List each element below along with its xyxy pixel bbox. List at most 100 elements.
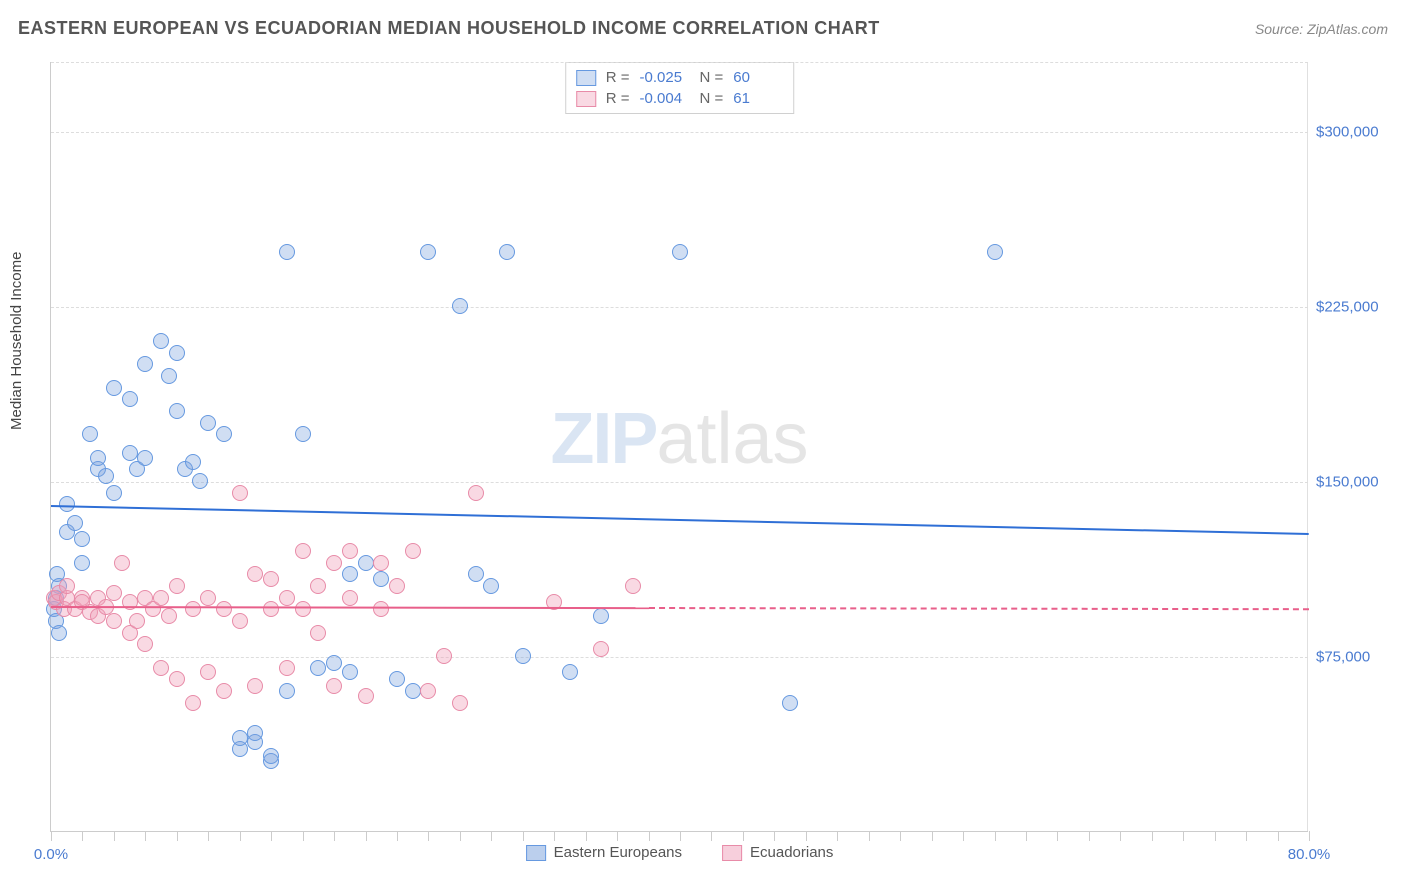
data-point (987, 244, 1003, 260)
legend-series-item: Ecuadorians (722, 844, 833, 861)
data-point (358, 688, 374, 704)
trend-line (51, 606, 649, 609)
x-tick (208, 831, 209, 841)
data-point (200, 590, 216, 606)
legend-r-value: -0.025 (640, 69, 690, 86)
data-point (98, 468, 114, 484)
legend-r-label: R = (606, 90, 630, 107)
x-tick (932, 831, 933, 841)
x-tick (51, 831, 52, 841)
legend-series-label: Eastern Europeans (554, 844, 682, 861)
data-point (782, 695, 798, 711)
x-tick (1152, 831, 1153, 841)
data-point (389, 578, 405, 594)
data-point (161, 368, 177, 384)
x-tick (743, 831, 744, 841)
x-tick-label: 80.0% (1288, 846, 1331, 863)
x-tick (869, 831, 870, 841)
legend-swatch (526, 845, 546, 861)
watermark: ZIPatlas (550, 397, 808, 479)
data-point (74, 555, 90, 571)
x-tick (303, 831, 304, 841)
y-gridline (51, 482, 1308, 483)
chart-title: EASTERN EUROPEAN VS ECUADORIAN MEDIAN HO… (18, 18, 880, 39)
data-point (295, 543, 311, 559)
data-point (137, 356, 153, 372)
data-point (405, 683, 421, 699)
data-point (106, 380, 122, 396)
data-point (420, 244, 436, 260)
data-point (232, 730, 248, 746)
data-point (82, 426, 98, 442)
x-tick (806, 831, 807, 841)
data-point (389, 671, 405, 687)
legend-series-label: Ecuadorians (750, 844, 833, 861)
data-point (326, 655, 342, 671)
x-tick (1183, 831, 1184, 841)
legend-r-value: -0.004 (640, 90, 690, 107)
series-legend: Eastern Europeans Ecuadorians (526, 844, 834, 861)
y-tick-label: $75,000 (1316, 649, 1396, 666)
legend-r-label: R = (606, 69, 630, 86)
x-tick (523, 831, 524, 841)
data-point (562, 664, 578, 680)
x-tick (837, 831, 838, 841)
data-point (452, 695, 468, 711)
data-point (122, 391, 138, 407)
x-tick-label: 0.0% (34, 846, 68, 863)
legend-n-value: 61 (733, 90, 783, 107)
data-point (373, 601, 389, 617)
data-point (185, 601, 201, 617)
x-tick (1278, 831, 1279, 841)
correlation-legend: R = -0.025 N = 60 R = -0.004 N = 61 (565, 62, 795, 114)
data-point (67, 515, 83, 531)
data-point (216, 426, 232, 442)
y-gridline (51, 657, 1308, 658)
data-point (405, 543, 421, 559)
scatter-chart: ZIPatlas R =-0.025N =60R =-0.004N =61 Ea… (50, 62, 1308, 832)
source-attribution: Source: ZipAtlas.com (1255, 21, 1388, 37)
data-point (106, 485, 122, 501)
y-tick-label: $225,000 (1316, 299, 1396, 316)
data-point (90, 450, 106, 466)
data-point (106, 585, 122, 601)
data-point (483, 578, 499, 594)
data-point (216, 601, 232, 617)
x-tick (586, 831, 587, 841)
x-tick (428, 831, 429, 841)
trend-line-dashed (649, 607, 1309, 610)
data-point (263, 748, 279, 764)
legend-stat-row: R = -0.004 N = 61 (576, 88, 784, 109)
chart-header: EASTERN EUROPEAN VS ECUADORIAN MEDIAN HO… (18, 18, 1388, 39)
data-point (247, 678, 263, 694)
legend-n-label: N = (700, 90, 724, 107)
data-point (185, 695, 201, 711)
chart-top-gridline (51, 62, 1308, 63)
x-tick (617, 831, 618, 841)
data-point (672, 244, 688, 260)
data-point (342, 590, 358, 606)
x-tick (145, 831, 146, 841)
data-point (216, 683, 232, 699)
data-point (137, 450, 153, 466)
data-point (420, 683, 436, 699)
x-tick (1246, 831, 1247, 841)
data-point (129, 613, 145, 629)
x-tick (240, 831, 241, 841)
data-point (468, 485, 484, 501)
y-gridline (51, 307, 1308, 308)
watermark-atlas: atlas (656, 398, 808, 478)
x-tick (680, 831, 681, 841)
data-point (373, 555, 389, 571)
data-point (122, 445, 138, 461)
data-point (468, 566, 484, 582)
x-tick (334, 831, 335, 841)
data-point (436, 648, 452, 664)
legend-n-value: 60 (733, 69, 783, 86)
x-tick (1057, 831, 1058, 841)
x-tick (900, 831, 901, 841)
y-tick-label: $150,000 (1316, 474, 1396, 491)
x-tick (1026, 831, 1027, 841)
data-point (342, 543, 358, 559)
data-point (192, 473, 208, 489)
